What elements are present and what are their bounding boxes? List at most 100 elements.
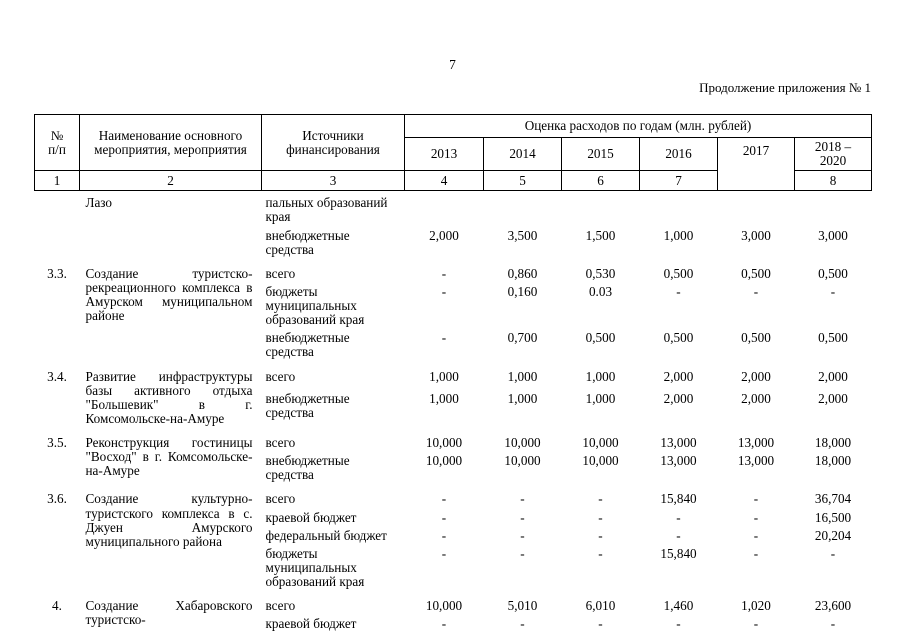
- value-cell: -: [520, 491, 525, 507]
- value-cell: -: [520, 545, 525, 561]
- table-row: 3.5. Реконструкция гостиницы "Восход" в г…: [35, 426, 872, 477]
- funding-source-cell: краевой бюджет: [265, 509, 357, 525]
- value-cell: 0,500: [663, 330, 694, 346]
- value-cell: 0,500: [818, 330, 848, 346]
- value-cell: 18,000: [814, 453, 852, 469]
- value-cell: 10,000: [504, 435, 541, 450]
- value-cell: 0,500: [741, 265, 771, 281]
- column-number: 2: [79, 170, 262, 192]
- value-cell: 10,000: [425, 453, 463, 469]
- row-number-cell: 4.: [52, 598, 62, 614]
- value-cell: 10,000: [582, 435, 619, 450]
- funding-source-cell: бюджеты муниципальных образований края: [265, 545, 365, 589]
- value-cell: [640, 191, 718, 225]
- value-cell: 1,000: [507, 368, 538, 384]
- value-cell: 0,500: [585, 330, 616, 346]
- value-cell: [562, 191, 640, 225]
- value-cell: 15,840: [660, 491, 697, 507]
- value-cell: 6,010: [585, 598, 616, 614]
- header-year-2018-2020: 2018 – 2020: [793, 136, 873, 172]
- table-row: 3.6. Создание культурно-туристского компл…: [35, 482, 872, 549]
- value-cell: -: [753, 527, 759, 543]
- value-cell: -: [753, 283, 759, 299]
- value-cell: 3,500: [507, 227, 538, 243]
- measure-name-cell: Развитие инфраструктуры базы активного о…: [85, 368, 253, 426]
- row-number-cell: [35, 191, 80, 257]
- table-row: 4. Создание Хабаровского туристско-всего 1…: [35, 589, 872, 627]
- value-cell: 23,600: [814, 598, 852, 614]
- value-cell: 10,000: [425, 435, 463, 450]
- funding-source-cell: всего: [265, 598, 296, 614]
- value-cell: 2,000: [741, 368, 771, 384]
- column-number: 7: [639, 170, 718, 192]
- value-cell: [795, 191, 872, 225]
- value-cell: 0.03: [588, 283, 613, 299]
- table-row: краевой бюджет - - - - - 16,500: [35, 507, 872, 525]
- value-cell: 1,000: [429, 368, 459, 384]
- page-number: 7: [449, 57, 456, 72]
- value-cell: 3,000: [818, 227, 848, 243]
- value-cell: [484, 191, 562, 225]
- value-cell: 13,000: [737, 435, 775, 450]
- header-funding-sources: Источники финансирования: [261, 113, 405, 172]
- table-row: 3.3. Создание туристско-рекреационного ко…: [35, 257, 872, 323]
- column-number: 8: [793, 170, 873, 192]
- value-cell: 0,530: [585, 265, 616, 281]
- funding-source-cell: внебюджетные средства: [265, 330, 350, 360]
- value-cell: -: [520, 509, 525, 525]
- value-cell: 1,500: [585, 227, 616, 243]
- value-cell: 0,500: [741, 330, 771, 346]
- funding-source-cell: всего: [265, 265, 296, 281]
- value-cell: 2,000: [818, 390, 848, 406]
- header-year-2015: 2015: [561, 136, 640, 172]
- value-cell: 3,000: [741, 227, 771, 243]
- measure-name-cell: Реконструкция гостиницы "Восход" в г. Ко…: [85, 435, 253, 479]
- value-cell: -: [520, 527, 525, 543]
- column-number: 1: [34, 170, 80, 192]
- value-cell: 36,704: [814, 491, 852, 507]
- table-row: внебюджетные средства 2,000 3,500 1,500 1,00…: [35, 225, 872, 257]
- value-cell: 20,204: [814, 527, 852, 543]
- value-cell: 10,000: [582, 453, 619, 469]
- measure-name-cell: Создание Хабаровского туристско-: [85, 598, 253, 628]
- funding-source-cell: всего: [265, 435, 296, 450]
- table-row: Лазо пальных образований края: [35, 191, 872, 225]
- value-cell: 15,840: [660, 545, 697, 561]
- row-number-cell: 3.3.: [47, 265, 67, 281]
- table-row: 3.4. Развитие инфраструктуры базы активно…: [35, 360, 872, 426]
- table-header: № п/п Наименование основного мероприятия…: [34, 113, 873, 192]
- value-cell: -: [441, 283, 447, 299]
- value-cell: 1,000: [585, 368, 616, 384]
- value-cell: -: [441, 545, 447, 561]
- value-cell: -: [753, 545, 759, 561]
- measure-name-cell: Создание туристско-рекреационного компле…: [85, 265, 253, 324]
- value-cell: -: [830, 545, 836, 561]
- value-cell: 1,000: [663, 227, 694, 243]
- value-cell: -: [598, 545, 603, 561]
- header-num: № п/п: [34, 113, 80, 172]
- value-cell: 13,000: [737, 453, 775, 469]
- value-cell: -: [441, 616, 447, 632]
- value-cell: 16,500: [814, 509, 852, 525]
- funding-source-cell: всего: [265, 491, 296, 507]
- header-row-years: 2013 2014 2015 2016 2017 2018 – 2020: [35, 136, 873, 192]
- value-cell: 1,460: [663, 598, 694, 614]
- table-row: бюджеты муниципальных образований края - -…: [35, 543, 872, 589]
- table-row: внебюджетные средства - 0,700 0,500 0,500 0,5…: [35, 327, 872, 359]
- value-cell: 0,160: [507, 283, 538, 299]
- header-costs-by-year: Оценка расходов по годам (млн. рублей): [403, 114, 873, 138]
- value-cell: 1,000: [429, 390, 459, 406]
- value-cell: -: [441, 330, 447, 346]
- funding-source-cell: всего: [265, 368, 296, 384]
- value-cell: 1,000: [507, 390, 538, 406]
- table-row: федеральный бюджет - - - - - 20,204: [35, 525, 872, 543]
- value-cell: 1,020: [741, 598, 771, 614]
- value-cell: 13,000: [660, 453, 697, 469]
- funding-source-cell: бюджеты муниципальных образований края: [265, 283, 365, 328]
- column-number: 6: [561, 170, 640, 192]
- header-year-2017: 2017: [717, 136, 795, 192]
- value-cell: -: [676, 616, 681, 632]
- value-cell: [718, 191, 795, 225]
- row-number-cell: 3.6.: [47, 491, 67, 507]
